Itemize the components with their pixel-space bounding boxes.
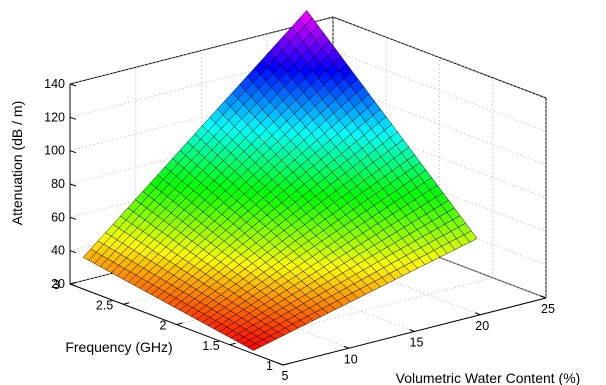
- x-tick: [409, 329, 415, 332]
- z-tick: [69, 283, 77, 287]
- y-tick: [123, 302, 130, 305]
- x-tick: [343, 345, 349, 349]
- x-tick: [475, 312, 481, 316]
- z-tick-label: 60: [51, 210, 65, 224]
- y-tick-label: 1: [266, 359, 273, 373]
- x-tick-label: 5: [282, 369, 289, 383]
- z-grid-line: [69, 16, 334, 85]
- y-tick: [229, 342, 236, 346]
- z-tick: [69, 116, 77, 120]
- x-tick: [277, 362, 284, 366]
- y-tick-label: 3: [53, 278, 60, 292]
- x-tick-label: 20: [475, 319, 489, 333]
- x-axis-label: Volumetric Water Content (%): [396, 370, 581, 385]
- y-tick-label: 2: [160, 319, 167, 333]
- z-grid-line: [69, 149, 334, 218]
- y-axis-label: Frequency (GHz): [65, 339, 172, 355]
- z-axis-label: Attenuation (dB / m): [9, 101, 25, 226]
- surface-layer: [82, 10, 478, 351]
- y-tick-label: 1.5: [202, 339, 219, 353]
- z-tick: [69, 216, 77, 220]
- z-tick: [69, 183, 77, 187]
- x-tick-label: 10: [344, 352, 358, 366]
- x-tick: [540, 295, 547, 299]
- z-grid-line: [69, 49, 334, 118]
- z-grid-line: [69, 116, 334, 185]
- z-tick: [69, 250, 77, 254]
- z-grid-line: [69, 83, 334, 152]
- z-tick: [69, 150, 77, 154]
- z-tick: [69, 83, 77, 87]
- box-edge: [332, 16, 547, 99]
- z-tick-label: 80: [51, 177, 65, 191]
- surface-facet: [247, 343, 262, 351]
- z-tick-label: 20: [51, 277, 65, 291]
- z-tick-label: 140: [44, 77, 65, 91]
- x-tick-label: 25: [541, 302, 555, 316]
- x-tick-label: 15: [410, 336, 424, 350]
- y-tick: [282, 363, 290, 366]
- y-tick: [176, 322, 183, 325]
- y-tick-label: 2.5: [96, 298, 113, 312]
- z-tick-label: 100: [44, 144, 65, 158]
- z-tick-label: 120: [44, 110, 65, 124]
- y-tick: [69, 282, 77, 285]
- z-tick-label: 40: [51, 244, 65, 258]
